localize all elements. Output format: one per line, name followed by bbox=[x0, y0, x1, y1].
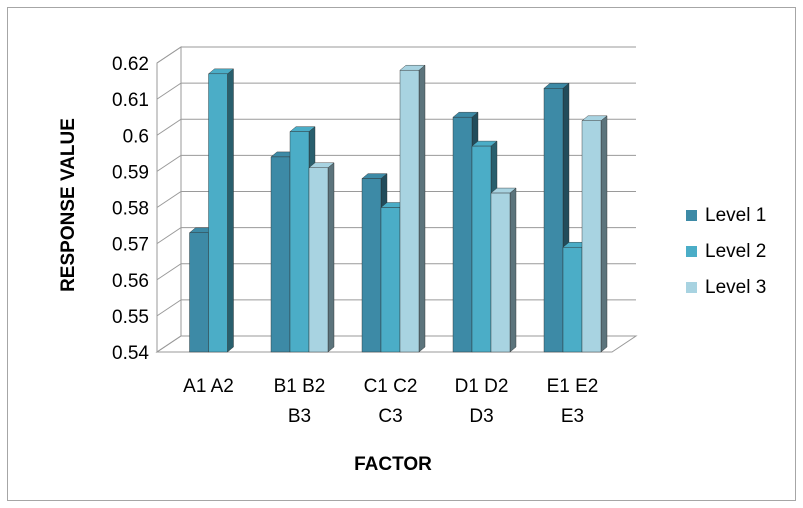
bar bbox=[490, 187, 517, 353]
y-tick-label: 0.55 bbox=[112, 307, 149, 328]
legend-swatch bbox=[686, 282, 697, 293]
y-tick-label: 0.59 bbox=[112, 162, 149, 183]
x-tick-label: E1 E2 E3 bbox=[547, 376, 599, 427]
y-tick-label: 0.61 bbox=[112, 90, 149, 111]
bars bbox=[188, 64, 608, 353]
bar bbox=[399, 64, 426, 353]
x-tick-label: D1 D2 D3 bbox=[455, 376, 509, 427]
legend-label: Level 2 bbox=[705, 241, 766, 262]
y-tick-label: 0.6 bbox=[123, 126, 149, 147]
gridline bbox=[156, 46, 636, 64]
bar bbox=[308, 162, 335, 353]
y-tick-labels: 0.54 0.55 0.56 0.57 0.58 0.59 0.6 0.61 0.62 bbox=[112, 54, 149, 364]
y-tick-label: 0.58 bbox=[112, 199, 149, 220]
legend-swatch bbox=[686, 246, 697, 257]
y-tick-label: 0.54 bbox=[112, 343, 149, 364]
y-tick-label: 0.56 bbox=[112, 271, 149, 292]
x-tick-label: C1 C2 C3 bbox=[364, 376, 418, 427]
x-tick-labels: A1 A2 B1 B2 B3 C1 C2 C3 D1 D2 D3 E1 E2 E3 bbox=[183, 376, 598, 427]
gridline bbox=[156, 82, 636, 100]
legend-swatch bbox=[686, 210, 697, 221]
legend-label: Level 3 bbox=[705, 277, 766, 298]
x-tick-label: A1 A2 bbox=[183, 376, 234, 397]
legend: Level 1 Level 2 Level 3 bbox=[686, 205, 766, 298]
bar bbox=[207, 68, 235, 353]
legend-label: Level 1 bbox=[705, 205, 766, 226]
y-tick-label: 0.57 bbox=[112, 235, 149, 256]
bar bbox=[581, 115, 608, 353]
y-tick-label: 0.62 bbox=[112, 54, 149, 75]
y-axis-title: RESPONSE VALUE bbox=[58, 118, 79, 292]
x-axis-title: FACTOR bbox=[354, 454, 432, 475]
x-tick-label: B1 B2 B3 bbox=[274, 376, 326, 427]
gridline bbox=[156, 118, 636, 136]
